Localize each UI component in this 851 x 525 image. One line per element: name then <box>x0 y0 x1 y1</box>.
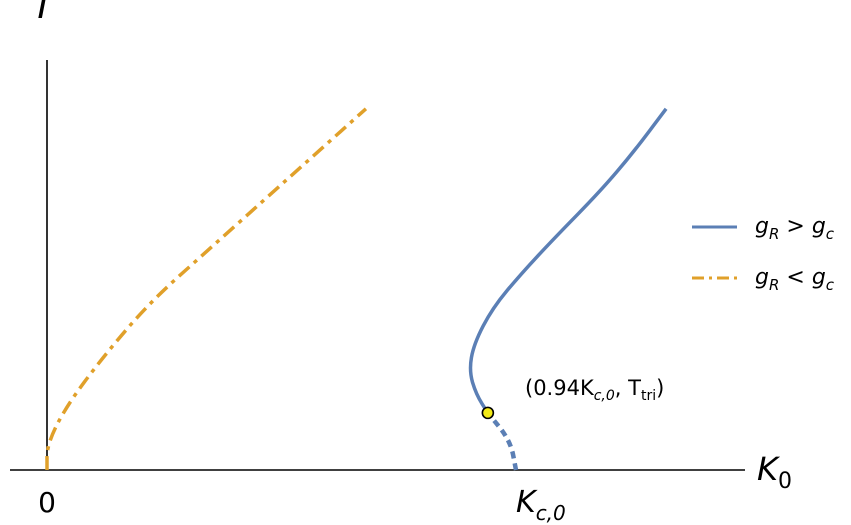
series-0-line <box>468 107 668 414</box>
x-axis-label-sub: 0 <box>778 469 792 494</box>
legend-label-gr-lt-gc: gR < gc <box>755 265 835 294</box>
series-0-metastable-segment <box>486 411 519 471</box>
tricritical-point-label: (0.94Kc,0, Ttri) <box>525 376 664 404</box>
series-1-line <box>45 107 368 470</box>
x-tick-label-0: 0 <box>38 486 56 519</box>
axes <box>10 60 745 471</box>
series-layer <box>45 107 668 471</box>
tricritical-point-marker <box>481 406 495 420</box>
annotation-layer <box>481 406 495 420</box>
x-axis-label: K0 <box>757 450 792 494</box>
y-axis-label: T <box>32 0 57 27</box>
legend: gR > gc gR < gc <box>692 214 835 294</box>
legend-label-gr-gt-gc: gR > gc <box>755 214 835 243</box>
x-tick-label-kc0: Kc,0 <box>516 485 566 525</box>
